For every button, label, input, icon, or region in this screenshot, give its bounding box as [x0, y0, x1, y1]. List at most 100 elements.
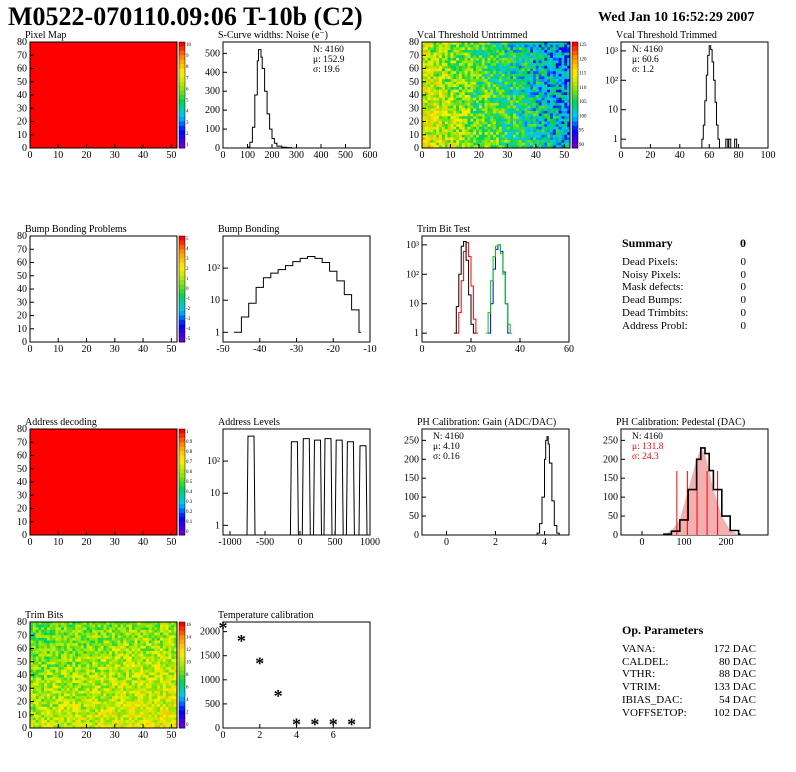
heatmap-cell [120, 696, 124, 700]
heatmap-cell [490, 87, 494, 90]
heatmap-cell [120, 653, 124, 657]
heatmap-cell [558, 134, 562, 138]
heatmap-cell [490, 92, 494, 96]
heatmap-cell [478, 102, 482, 106]
heatmap-cell [521, 105, 525, 109]
heatmap-cell [61, 643, 65, 647]
heatmap-cell [461, 63, 465, 67]
heatmap-cell [171, 656, 175, 660]
heatmap-cell [473, 110, 477, 114]
heatmap-cell [168, 627, 172, 631]
heatmap-cell [518, 134, 522, 138]
heatmap-cell [128, 696, 132, 700]
heatmap-cell [47, 645, 51, 649]
heatmap-cell [168, 683, 172, 686]
heatmap-cell [467, 65, 471, 69]
heatmap-cell [89, 624, 93, 628]
heatmap-cell [538, 118, 542, 122]
heatmap-cell [433, 145, 437, 149]
heatmap-cell [32, 669, 36, 673]
heatmap-cell [63, 696, 67, 700]
heatmap-cell [535, 68, 539, 72]
heatmap-cell [117, 624, 121, 628]
heatmap-cell [128, 653, 132, 657]
heatmap-cell [459, 60, 463, 64]
heatmap-cell [490, 137, 494, 141]
heatmap-cell [126, 696, 130, 700]
heatmap-cell [61, 712, 65, 715]
heatmap-cell [103, 685, 107, 689]
heatmap-cell [467, 84, 471, 88]
heatmap-cell [447, 84, 451, 88]
heatmap-cell [422, 76, 426, 80]
heatmap-cell [441, 55, 445, 59]
heatmap-cell [83, 683, 87, 686]
heatmap-cell [456, 116, 460, 120]
x-tick-label: 0 [640, 537, 645, 548]
heatmap-cell [61, 688, 65, 692]
heatmap-cell [160, 675, 164, 678]
heatmap-cell [453, 97, 457, 101]
x-tick-label: 40 [138, 150, 148, 161]
heatmap-cell [550, 42, 554, 45]
heatmap-cell [496, 145, 500, 149]
heatmap-cell [44, 677, 48, 681]
heatmap-cell [484, 68, 488, 72]
heatmap-cell [35, 688, 39, 692]
heatmap-cell [55, 635, 59, 639]
heatmap-cell [44, 680, 48, 684]
heatmap-cell [493, 81, 497, 85]
heatmap-cell [450, 79, 454, 82]
heatmap-cell [476, 44, 480, 48]
heatmap-cell [32, 637, 36, 641]
heatmap-cell [112, 696, 116, 700]
summary-label: Noisy Pixels: [622, 268, 681, 281]
heatmap-cell [95, 688, 99, 692]
heatmap-cell [103, 693, 107, 697]
heatmap-cell [473, 68, 477, 72]
heatmap-cell [456, 110, 460, 114]
heatmap-cell [117, 722, 121, 726]
heatmap-cell [120, 688, 124, 692]
heatmap-cell [513, 44, 517, 48]
data-point: * [255, 653, 264, 673]
heatmap-cell [49, 690, 53, 694]
chart-title: Vcal Threshold Trimmed [616, 30, 717, 41]
heatmap-cell [464, 42, 468, 45]
heatmap-cell [103, 701, 107, 705]
heatmap-cell [61, 690, 65, 694]
heatmap-cell [541, 121, 545, 125]
heatmap-cell [131, 622, 135, 625]
palette-cell [179, 644, 185, 649]
heatmap-cell [41, 637, 45, 641]
heatmap-cell [464, 124, 468, 127]
heatmap-cell [487, 68, 491, 72]
heatmap-cell [123, 685, 127, 689]
heatmap-cell [444, 52, 448, 56]
heatmap-cell [496, 137, 500, 141]
heatmap-cell [507, 121, 511, 125]
heatmap-cell [52, 632, 56, 636]
heatmap-cell [541, 105, 545, 109]
heatmap-cell [165, 635, 169, 639]
heatmap-cell [78, 693, 82, 697]
heatmap-cell [30, 714, 34, 718]
heatmap-cell [510, 140, 514, 143]
heatmap-cell [148, 645, 152, 649]
heatmap-cell [541, 73, 545, 77]
heatmap-cell [61, 696, 65, 700]
heatmap-cell [126, 683, 130, 686]
heatmap-cell [459, 65, 463, 69]
heatmap-cell [521, 97, 525, 101]
heatmap-cell [109, 675, 113, 678]
heatmap-cell [55, 725, 59, 729]
heatmap-cell [106, 725, 110, 729]
heatmap-cell [541, 47, 545, 51]
heatmap-cell [151, 656, 155, 660]
heatmap-cell [501, 134, 505, 138]
heatmap-cell [44, 709, 48, 713]
heatmap-cell [72, 725, 76, 729]
heatmap-cell [66, 683, 70, 686]
heatmap-cell [131, 648, 135, 652]
heatmap-cell [459, 42, 463, 45]
